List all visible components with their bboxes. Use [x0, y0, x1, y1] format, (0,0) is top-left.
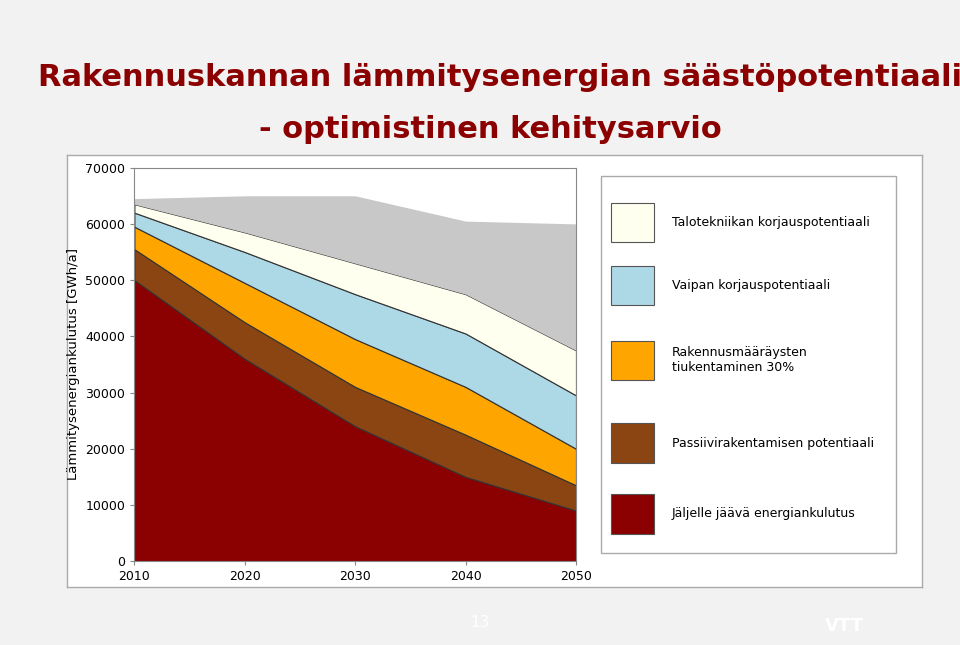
Text: Talotekniikan korjauspotentiaali: Talotekniikan korjauspotentiaali	[672, 216, 870, 229]
Text: Rakennuskannan lämmitysenergian säästöpotentiaali: Rakennuskannan lämmitysenergian säästöpo…	[38, 63, 960, 92]
Text: VTT: VTT	[826, 617, 864, 635]
Text: Jäljelle jäävä energiankulutus: Jäljelle jäävä energiankulutus	[672, 508, 855, 521]
FancyBboxPatch shape	[601, 175, 897, 553]
Text: Rakennusmääräysten
tiukentaminen 30%: Rakennusmääräysten tiukentaminen 30%	[672, 346, 807, 375]
Bar	[611, 341, 654, 380]
Text: Passiivirakentamisen potentiaali: Passiivirakentamisen potentiaali	[672, 437, 875, 450]
Bar	[611, 423, 654, 463]
Bar	[611, 494, 654, 533]
Bar	[611, 203, 654, 243]
Y-axis label: Lämmitysenergiankulutus [GWh/a]: Lämmitysenergiankulutus [GWh/a]	[67, 248, 80, 481]
Bar	[611, 266, 654, 306]
Text: - optimistinen kehitysarvio: - optimistinen kehitysarvio	[259, 115, 722, 143]
Text: Vaipan korjauspotentiaali: Vaipan korjauspotentiaali	[672, 279, 830, 292]
Text: 13: 13	[470, 615, 490, 630]
